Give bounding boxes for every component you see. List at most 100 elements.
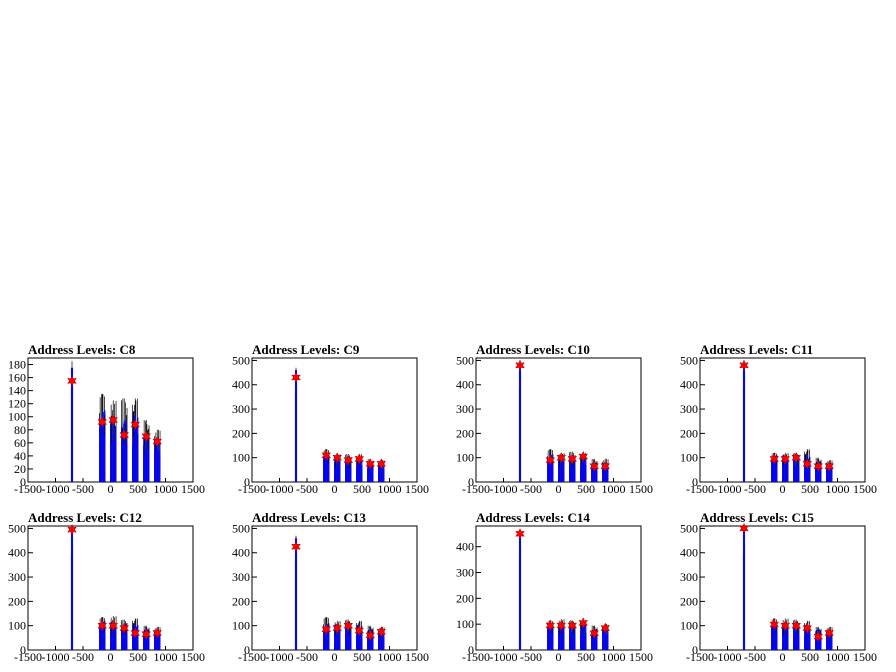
- x-tick-label: 1500: [853, 482, 877, 496]
- peak-marker: [152, 627, 163, 639]
- peak-marker: [141, 430, 152, 442]
- peak-marker: [67, 375, 77, 387]
- plot-svg: 0 100 200 300 400 500 -1500 -1000 -500 0 500 1000 15…: [680, 521, 877, 664]
- y-tick-label: 200: [8, 594, 26, 608]
- peak-marker: [813, 631, 824, 643]
- x-tick-label: 500: [577, 482, 595, 496]
- peak-marker: [739, 522, 749, 535]
- peak-marker: [332, 452, 343, 464]
- x-tick-label: 500: [801, 482, 819, 496]
- peak-marker: [152, 435, 163, 448]
- y-tick-label: 0: [468, 643, 474, 657]
- x-tick-label: -500: [72, 482, 94, 496]
- x-tick-label: 1000: [602, 650, 626, 664]
- y-tick-label: 0: [468, 475, 474, 489]
- x-tick-label: -1000: [42, 482, 70, 496]
- y-tick-label: 0: [20, 475, 26, 489]
- x-tick-label: 1500: [181, 482, 205, 496]
- y-tick-label: 100: [8, 619, 26, 633]
- chart-title: Address Levels: C15: [700, 510, 814, 525]
- peak-marker: [354, 624, 365, 637]
- peak-marker: [97, 620, 108, 632]
- peak-marker: [321, 623, 332, 635]
- y-tick-label: 200: [680, 426, 698, 440]
- peak-marker: [515, 359, 525, 371]
- y-tick-label: 100: [680, 619, 698, 633]
- plot-svg: 0 100 200 300 400 -1500 -1000 -500 0 500 1000 1500: [456, 525, 653, 664]
- y-tick-label: 500: [680, 521, 698, 535]
- y-tick-label: 100: [680, 451, 698, 465]
- x-tick-label: 1500: [629, 650, 653, 664]
- x-tick-label: -1000: [490, 650, 518, 664]
- x-tick-label: 1000: [378, 650, 402, 664]
- x-tick-label: -1000: [266, 650, 294, 664]
- y-tick-label: 0: [244, 475, 250, 489]
- peak-marker: [130, 418, 141, 431]
- histogram-spike: [70, 367, 74, 482]
- x-tick-label: 1000: [378, 482, 402, 496]
- chart-title: Address Levels: C10: [476, 342, 590, 357]
- y-tick-label: 100: [456, 451, 474, 465]
- x-tick-label: 0: [108, 650, 114, 664]
- peak-marker: [556, 452, 567, 464]
- x-tick-label: 0: [332, 482, 338, 496]
- peak-marker: [108, 414, 119, 426]
- x-tick-label: 1500: [405, 650, 429, 664]
- peak-marker: [813, 460, 824, 472]
- x-tick-label: -500: [520, 482, 542, 496]
- chart-title: Address Levels: C12: [28, 510, 142, 525]
- peak-marker: [578, 617, 589, 629]
- peak-marker: [365, 458, 376, 470]
- x-tick-label: -1000: [42, 650, 70, 664]
- x-tick-label: 500: [129, 482, 147, 496]
- plot-svg: 0 100 200 300 400 500 -1500 -1000 -500 0 500 1000 15…: [232, 353, 429, 496]
- peak-marker: [291, 541, 301, 553]
- y-tick-label: 400: [8, 546, 26, 560]
- peak-marker: [141, 628, 152, 640]
- y-tick-label: 0: [692, 475, 698, 489]
- plot-svg: 0 100 200 300 400 500 -1500 -1000 -500 0 500 1000 15…: [456, 353, 653, 496]
- peak-marker: [332, 622, 343, 634]
- chart-panel-c12: Address Levels: C12 0 100 200 300 400 500 -150…: [0, 504, 224, 672]
- peak-marker: [567, 453, 578, 465]
- x-tick-label: 1000: [826, 482, 850, 496]
- x-tick-label: -1000: [266, 482, 294, 496]
- peak-marker: [376, 458, 387, 470]
- peak-marker: [108, 620, 119, 632]
- peak-marker: [824, 627, 835, 639]
- peak-marker: [791, 452, 802, 464]
- x-tick-label: -1500: [238, 650, 266, 664]
- y-tick-label: 100: [456, 617, 474, 631]
- x-tick-label: 1500: [853, 650, 877, 664]
- x-tick-label: 0: [780, 482, 786, 496]
- peak-marker: [780, 620, 791, 632]
- histogram-spike: [294, 370, 298, 482]
- plot-svg: 0 100 200 300 400 500 -1500 -1000 -500 0 500 1000 15…: [8, 521, 205, 664]
- y-tick-label: 0: [244, 643, 250, 657]
- peak-marker: [600, 622, 611, 634]
- histogram-spike: [294, 538, 298, 650]
- y-tick-label: 120: [8, 397, 26, 411]
- x-tick-label: -1500: [14, 650, 42, 664]
- y-tick-label: 200: [680, 594, 698, 608]
- chart-panel-c10: Address Levels: C10 0 100 200 300 400 500 -150…: [448, 336, 672, 504]
- peak-marker: [67, 524, 77, 536]
- peak-marker: [343, 620, 354, 632]
- y-tick-label: 300: [232, 402, 250, 416]
- histogram-spike: [793, 455, 800, 482]
- chart-panel-c15: Address Levels: C15 0 100 200 300 400 500 -150…: [672, 504, 896, 672]
- y-tick-label: 500: [8, 521, 26, 535]
- histogram-spike: [742, 527, 746, 650]
- histogram-spike: [345, 624, 352, 650]
- histogram-spike: [110, 416, 117, 482]
- histogram-spike: [558, 456, 565, 482]
- peak-marker: [343, 454, 354, 466]
- y-tick-label: 0: [692, 643, 698, 657]
- x-tick-label: 0: [332, 650, 338, 664]
- x-tick-label: 1000: [826, 650, 850, 664]
- histogram-spike: [367, 461, 374, 482]
- histogram-spike: [580, 455, 587, 482]
- peak-marker: [321, 449, 332, 461]
- peak-marker: [119, 622, 130, 634]
